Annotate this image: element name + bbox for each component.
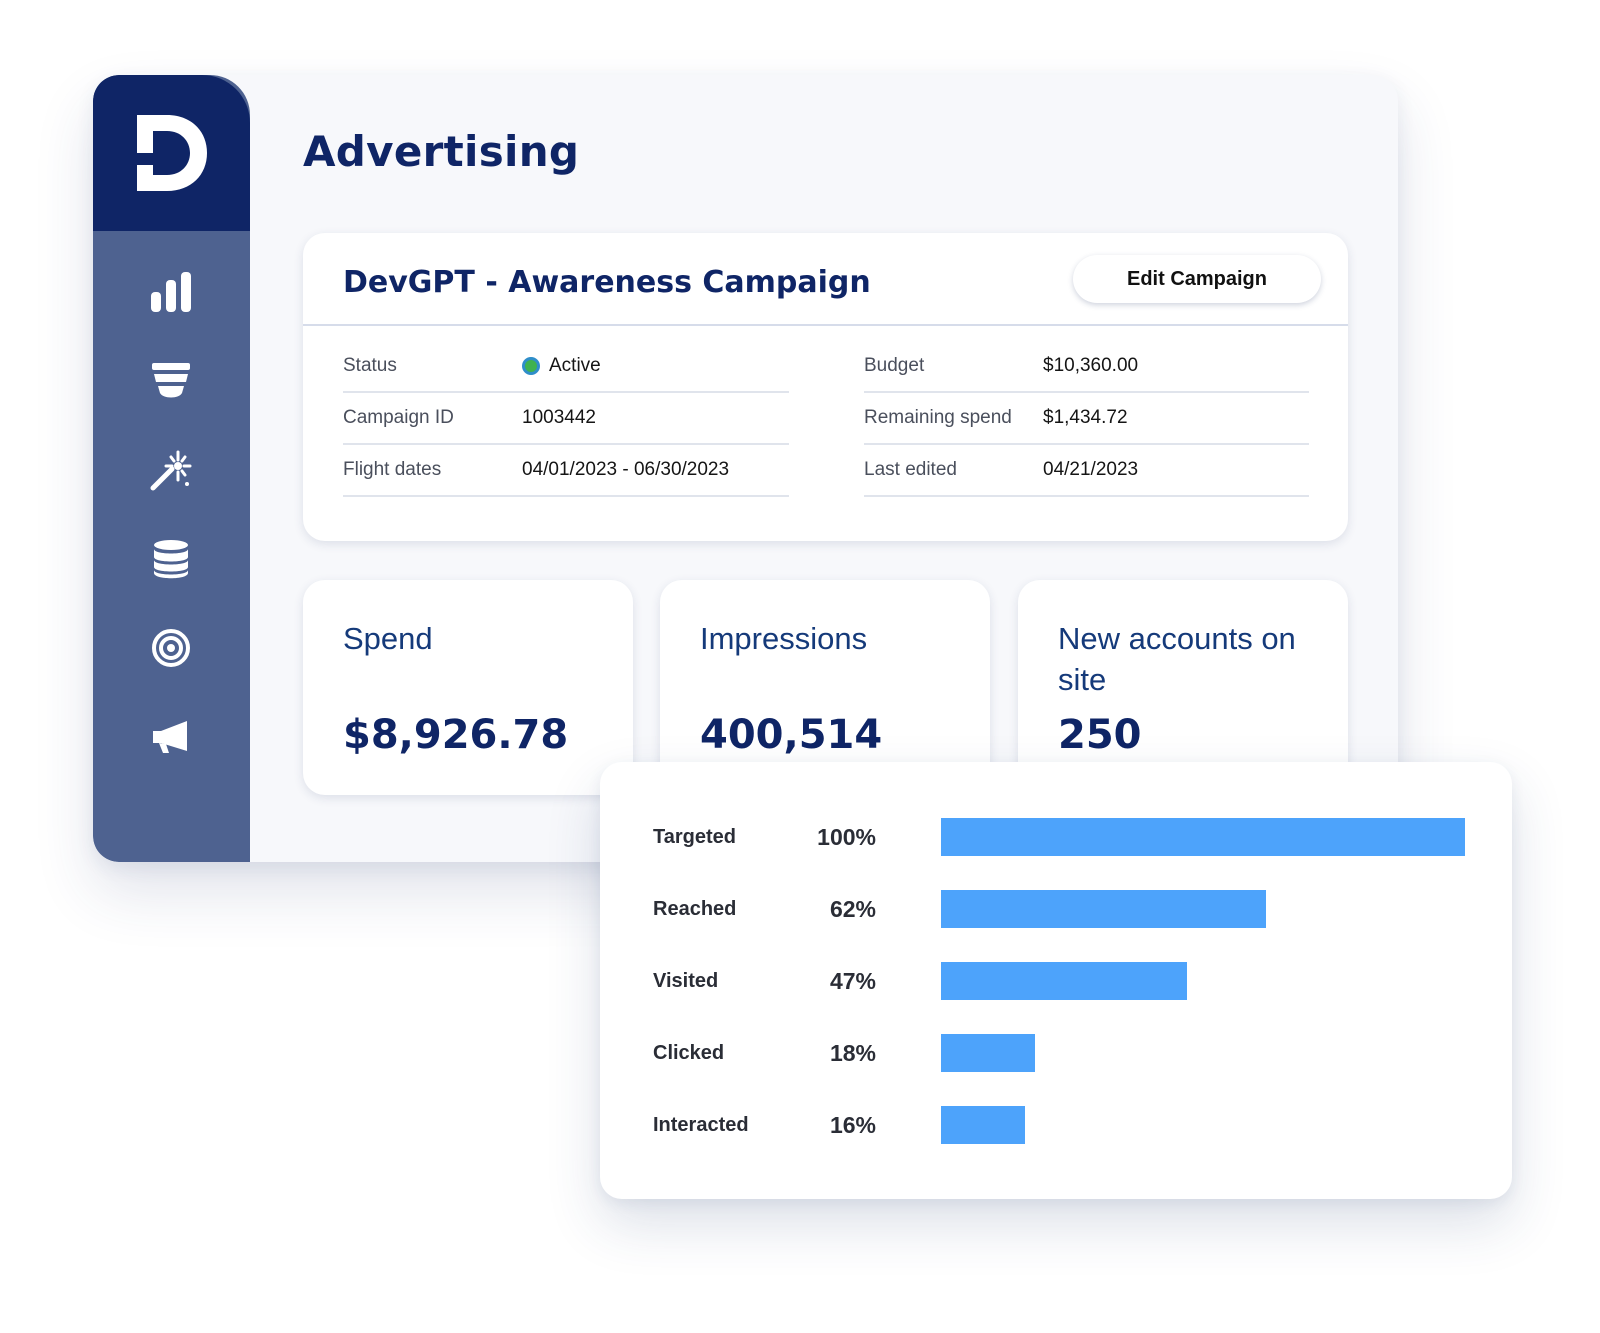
sidebar-item-funnel[interactable] <box>137 347 205 415</box>
flight-dates-value: 04/01/2023 - 06/30/2023 <box>522 459 730 480</box>
funnel-row-targeted: Targeted 100% <box>600 818 1512 856</box>
detail-label: Status <box>343 355 397 376</box>
sidebar-item-campaigns[interactable] <box>137 703 205 771</box>
campaign-details-right: Budget $10,360.00 Remaining spend $1,434… <box>864 341 1309 497</box>
funnel-value-label: 100% <box>817 824 876 850</box>
detail-label: Flight dates <box>343 459 442 480</box>
funnel-row-visited: Visited 47% <box>600 962 1512 1000</box>
detail-row-status: Status Active <box>343 341 789 393</box>
page-title: Advertising <box>303 127 580 176</box>
metric-card-impressions: Impressions 400,514 <box>660 580 990 795</box>
funnel-label: Targeted <box>653 826 736 848</box>
sidebar <box>93 75 250 862</box>
campaign-details-left: Status Active Campaign ID 1003442 Flight… <box>343 341 789 497</box>
edit-campaign-button[interactable]: Edit Campaign <box>1073 255 1321 303</box>
funnel-label: Interacted <box>653 1114 749 1136</box>
bar-chart-icon <box>151 272 191 312</box>
magic-wand-icon <box>150 450 192 491</box>
target-icon <box>152 629 190 667</box>
metric-label: Impressions <box>700 621 868 656</box>
campaign-title: DevGPT - Awareness Campaign <box>343 265 871 300</box>
funnel-bar-interacted <box>941 1106 1025 1144</box>
detail-row-last-edited: Last edited 04/21/2023 <box>864 445 1309 497</box>
status-value: Active <box>522 355 601 377</box>
funnel-bar-clicked <box>941 1034 1035 1072</box>
funnel-row-clicked: Clicked 18% <box>600 1034 1512 1072</box>
app-window: Advertising DevGPT - Awareness Campaign … <box>93 75 1398 862</box>
detail-label: Remaining spend <box>864 407 1012 428</box>
funnel-row-reached: Reached 62% <box>600 890 1512 928</box>
campaign-header: DevGPT - Awareness Campaign Edit Campaig… <box>303 233 1348 326</box>
last-edited-value: 04/21/2023 <box>1043 459 1139 480</box>
campaign-card: DevGPT - Awareness Campaign Edit Campaig… <box>303 233 1348 541</box>
megaphone-icon <box>153 721 187 753</box>
detail-label: Campaign ID <box>343 407 454 428</box>
detail-row-campaign-id: Campaign ID 1003442 <box>343 393 789 445</box>
detail-row-remaining-spend: Remaining spend $1,434.72 <box>864 393 1309 445</box>
funnel-bar-visited <box>941 962 1187 1000</box>
status-text: Active <box>549 355 601 376</box>
logo[interactable] <box>93 75 250 231</box>
funnel-label: Clicked <box>653 1042 725 1064</box>
metric-label: Spend <box>343 621 433 656</box>
funnel-row-interacted: Interacted 16% <box>600 1106 1512 1144</box>
funnel-label: Reached <box>653 898 737 920</box>
metric-value: $8,926.78 <box>343 712 569 758</box>
funnel-value-label: 18% <box>829 1040 876 1066</box>
sidebar-item-analytics[interactable] <box>137 258 205 326</box>
funnel-icon <box>152 363 190 398</box>
campaign-id-value: 1003442 <box>522 407 596 428</box>
detail-label: Last edited <box>864 459 957 480</box>
d-logo-icon <box>136 115 207 191</box>
sidebar-item-targeting[interactable] <box>137 614 205 682</box>
remaining-spend-value: $1,434.72 <box>1043 407 1128 428</box>
funnel-value-label: 62% <box>829 896 876 922</box>
sidebar-item-magic[interactable] <box>137 436 205 504</box>
database-icon <box>154 540 188 579</box>
funnel-value-label: 16% <box>829 1112 876 1138</box>
metric-card-spend: Spend $8,926.78 <box>303 580 633 795</box>
detail-row-budget: Budget $10,360.00 <box>864 341 1309 393</box>
budget-value: $10,360.00 <box>1043 355 1139 376</box>
detail-label: Budget <box>864 355 925 376</box>
metric-card-new-accounts: New accounts on site 250 <box>1018 580 1348 795</box>
funnel-bar-targeted <box>941 818 1465 856</box>
funnel-bar-reached <box>941 890 1266 928</box>
detail-row-flight-dates: Flight dates 04/01/2023 - 06/30/2023 <box>343 445 789 497</box>
sidebar-item-data[interactable] <box>137 525 205 593</box>
funnel-value-label: 47% <box>829 968 876 994</box>
metric-value: 250 <box>1058 712 1142 758</box>
funnel-chart-panel: Targeted 100% Reached 62% Visited 47% Clicked 1… <box>600 762 1512 1199</box>
metric-value: 400,514 <box>700 712 883 758</box>
metric-label: New accounts on site <box>1058 621 1296 697</box>
status-indicator-icon <box>522 357 540 375</box>
funnel-label: Visited <box>653 970 719 992</box>
